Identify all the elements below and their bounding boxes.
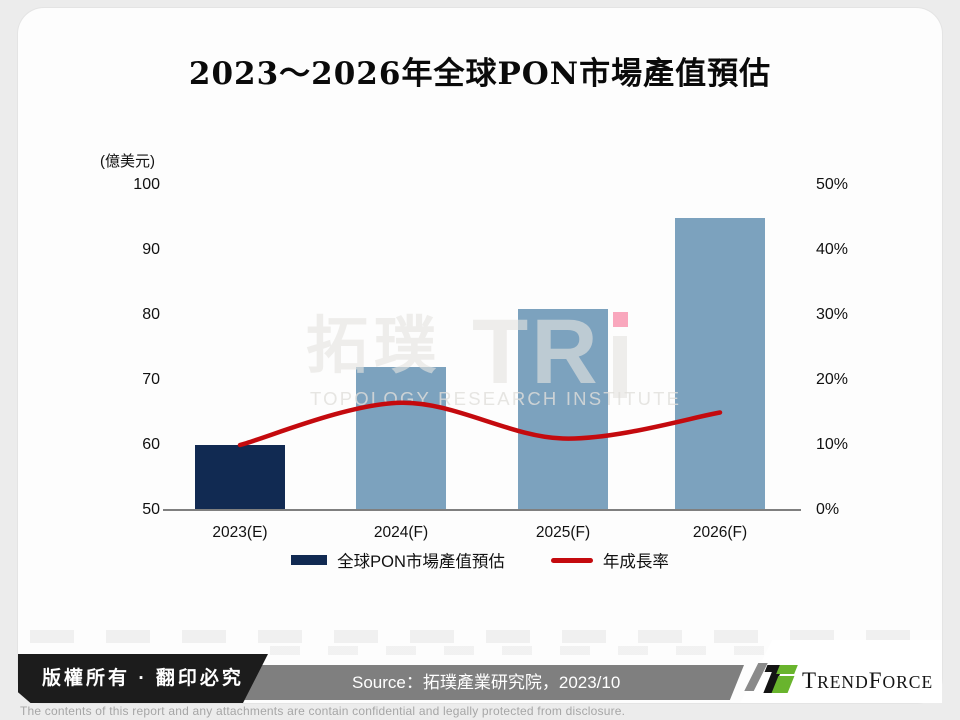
right-tick-0%: 0% [816,501,840,518]
copyright-ribbon: 版權所有 · 翻印必究 [18,654,268,703]
logo-letter-f: F [868,668,883,693]
left-tick-60: 60 [142,436,160,453]
source-text: Source：拓璞產業研究院，2023/10 [352,673,621,692]
bar-2023(E) [195,445,285,510]
logo-letters-orce: ORCE [882,672,934,692]
x-label-2024(F): 2024(F) [373,524,429,541]
logo-letter-t: T [802,668,818,693]
legend-bar-label: 全球PON市場產值預估 [337,553,505,571]
chart-legend: 全球PON市場產值預估 年成長率 [18,548,942,572]
trendforce-logo-icon [763,665,798,694]
watermark-i-dot [613,312,628,327]
logo-mark-green-top [776,665,798,674]
left-tick-100: 100 [133,176,160,193]
watermark-i-stem [613,336,627,398]
watermark-subtitle: TOPOLOGY RESEARCH INSTITUTE [310,388,682,409]
left-tick-70: 70 [142,371,160,388]
right-tick-40%: 40% [816,241,849,258]
left-tick-80: 80 [142,306,160,323]
left-tick-90: 90 [142,241,160,258]
bar-2026(F) [675,217,765,510]
left-tick-50: 50 [142,501,160,518]
left-axis-unit-label: (億美元) [100,153,155,170]
slide-card [18,8,942,703]
legend-line-label: 年成長率 [602,553,669,571]
x-label-2025(F): 2025(F) [535,524,591,541]
chart-title: 2023～2026年全球PON市場產值預估 [188,56,772,92]
source-bar: Source：拓璞產業研究院，2023/10 [240,665,744,700]
trendforce-logo-text: T REND F ORCE [802,668,933,694]
x-label-2026(F): 2026(F) [692,524,748,541]
watermark-cjk-text: 拓璞 [306,312,443,381]
legend-line-swatch [550,557,593,563]
right-tick-30%: 30% [816,306,849,323]
right-tick-10%: 10% [816,436,849,453]
x-axis-line [163,509,801,511]
disclaimer-text: The contents of this report and any atta… [20,704,626,718]
right-tick-20%: 20% [816,371,849,388]
logo-letters-rend: REND [817,672,869,692]
trendforce-logo: T REND F ORCE [763,664,938,696]
watermark-latin-text: TR [472,301,601,403]
right-tick-50%: 50% [816,176,849,193]
legend-bar-swatch [291,555,328,565]
x-label-2023(E): 2023(E) [212,524,268,541]
